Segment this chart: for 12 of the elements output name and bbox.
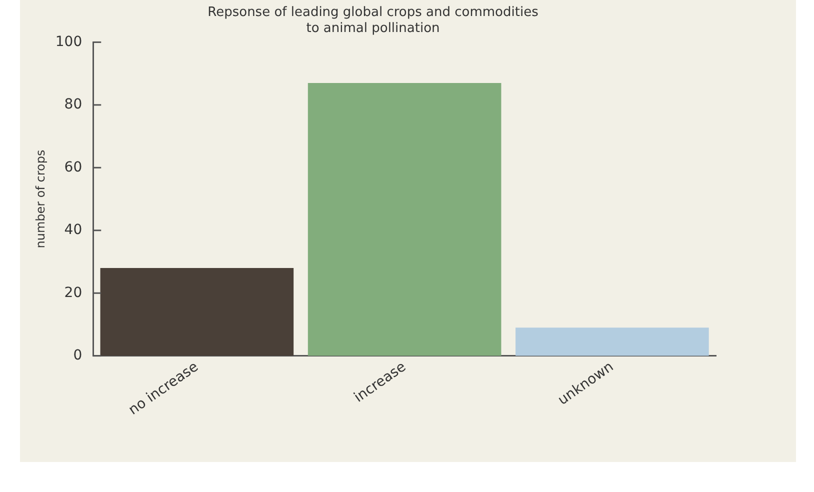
bar	[308, 82, 502, 356]
bar	[100, 268, 294, 356]
y-tick-label: 100	[55, 34, 82, 50]
y-tick-label: 60	[64, 159, 82, 176]
y-tick-label: 0	[73, 347, 82, 364]
y-tick-label: 80	[64, 96, 82, 113]
text: to animal pollination	[306, 20, 440, 36]
y-tick-label: 20	[64, 284, 82, 301]
y-axis-title: number of crops	[33, 150, 48, 248]
text: Repsonse of leading global crops and commodities	[208, 5, 538, 20]
y-tick-label: 40	[64, 222, 82, 238]
bar	[516, 328, 709, 356]
